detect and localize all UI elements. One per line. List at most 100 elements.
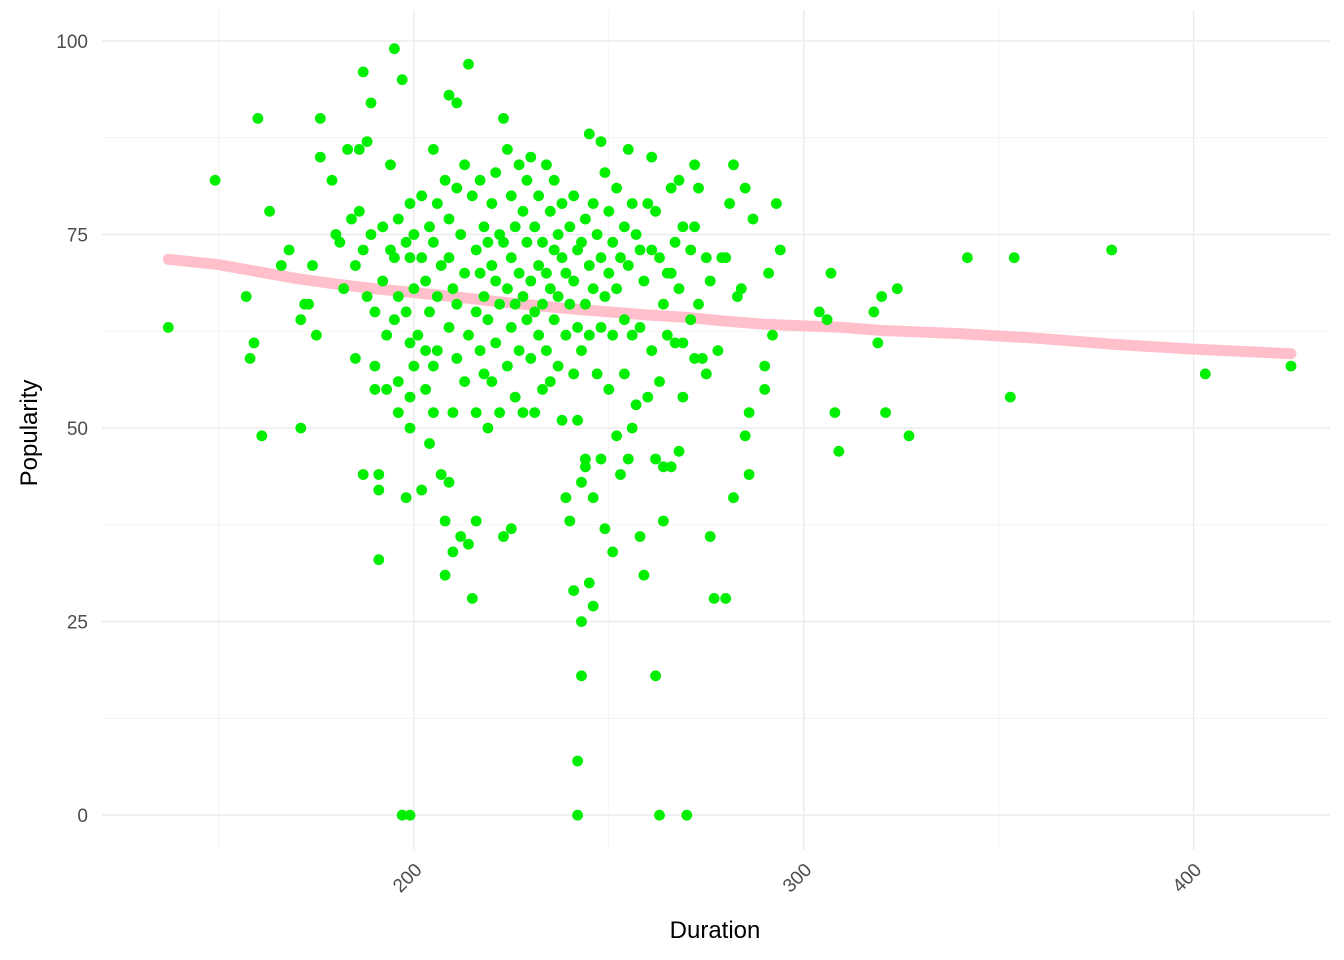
data-point: [311, 330, 322, 341]
data-point: [522, 237, 533, 248]
data-point: [545, 206, 556, 217]
data-point: [588, 601, 599, 612]
data-point: [163, 322, 174, 333]
data-point: [767, 330, 778, 341]
data-point: [588, 283, 599, 294]
data-point: [576, 237, 587, 248]
data-point: [600, 523, 611, 534]
data-point: [689, 221, 700, 232]
data-point: [366, 229, 377, 240]
data-point: [455, 531, 466, 542]
data-point: [494, 407, 505, 418]
data-point: [529, 221, 540, 232]
data-point: [674, 446, 685, 457]
data-point: [876, 291, 887, 302]
data-point: [557, 252, 568, 263]
data-point: [541, 268, 552, 279]
data-point: [611, 430, 622, 441]
data-point: [459, 376, 470, 387]
data-point: [962, 252, 973, 263]
data-point: [264, 206, 275, 217]
data-point: [553, 361, 564, 372]
data-point: [506, 252, 517, 263]
data-point: [740, 183, 751, 194]
data-point: [444, 322, 455, 333]
data-point: [592, 369, 603, 380]
data-point: [358, 469, 369, 480]
data-point: [549, 314, 560, 325]
data-point: [869, 307, 880, 318]
data-point: [389, 314, 400, 325]
data-point: [370, 384, 381, 395]
data-point: [771, 198, 782, 209]
data-point: [409, 283, 420, 294]
data-point: [611, 183, 622, 194]
data-point: [557, 415, 568, 426]
data-point: [486, 260, 497, 271]
data-point: [537, 237, 548, 248]
data-point: [210, 175, 221, 186]
data-point: [650, 670, 661, 681]
data-point: [428, 361, 439, 372]
data-point: [693, 299, 704, 310]
data-point: [674, 175, 685, 186]
data-point: [377, 221, 388, 232]
data-point: [475, 345, 486, 356]
data-point: [424, 307, 435, 318]
data-point: [576, 345, 587, 356]
data-point: [522, 175, 533, 186]
data-point: [1005, 392, 1016, 403]
data-point: [623, 144, 634, 155]
data-point: [662, 330, 673, 341]
data-point: [572, 810, 583, 821]
data-point: [615, 469, 626, 480]
data-point: [545, 283, 556, 294]
data-point: [358, 67, 369, 78]
data-point: [678, 221, 689, 232]
data-point: [432, 198, 443, 209]
data-point: [315, 152, 326, 163]
data-point: [615, 252, 626, 263]
data-point: [650, 206, 661, 217]
data-point: [533, 190, 544, 201]
data-point: [588, 198, 599, 209]
data-point: [607, 330, 618, 341]
data-point: [373, 469, 384, 480]
data-point: [537, 384, 548, 395]
data-point: [1106, 245, 1117, 256]
data-point: [295, 314, 306, 325]
data-point: [444, 477, 455, 488]
data-point: [440, 570, 451, 581]
data-point: [463, 59, 474, 70]
data-point: [541, 345, 552, 356]
data-point: [463, 539, 474, 550]
data-point: [642, 198, 653, 209]
data-point: [568, 585, 579, 596]
data-point: [354, 144, 365, 155]
data-point: [678, 392, 689, 403]
data-point: [475, 175, 486, 186]
data-point: [479, 291, 490, 302]
data-point: [830, 407, 841, 418]
data-point: [568, 369, 579, 380]
data-point: [529, 307, 540, 318]
data-point: [459, 159, 470, 170]
data-point: [814, 307, 825, 318]
data-point: [639, 276, 650, 287]
data-point: [689, 159, 700, 170]
data-point: [685, 245, 696, 256]
data-point: [463, 330, 474, 341]
data-point: [635, 322, 646, 333]
data-point: [607, 237, 618, 248]
data-point: [564, 516, 575, 527]
data-point: [537, 299, 548, 310]
data-point: [654, 376, 665, 387]
data-point: [467, 593, 478, 604]
data-point: [401, 307, 412, 318]
data-point: [459, 268, 470, 279]
data-point: [584, 260, 595, 271]
data-point: [639, 570, 650, 581]
data-point: [533, 260, 544, 271]
data-point: [401, 237, 412, 248]
data-point: [557, 198, 568, 209]
